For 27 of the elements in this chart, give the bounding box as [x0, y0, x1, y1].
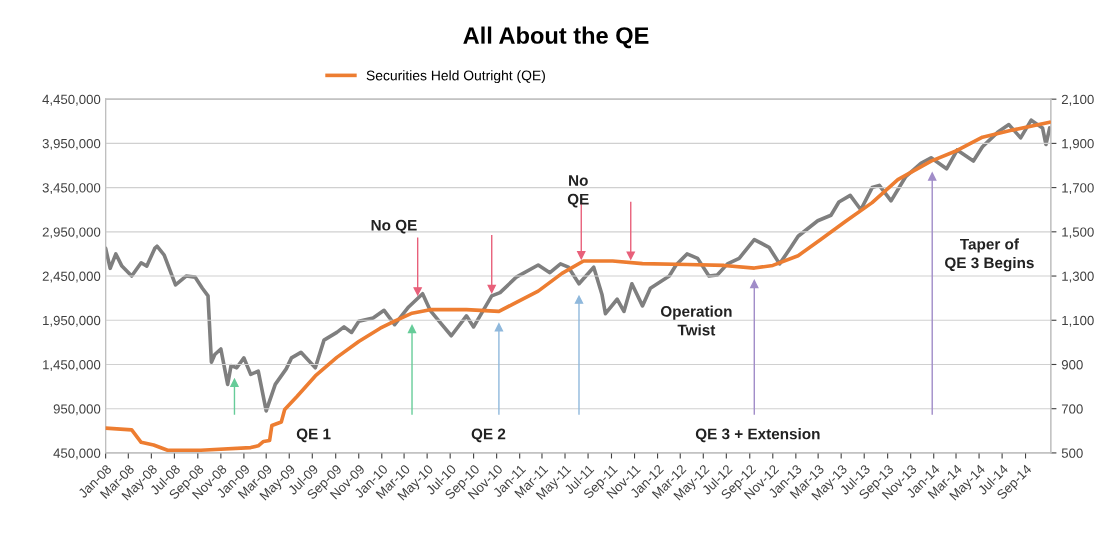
y2-tick-label: 1,500	[1062, 227, 1094, 239]
annotation: Operation Twist	[660, 305, 732, 336]
annotation: Taper of QE 3 Begins	[945, 238, 1034, 272]
annotation: QE 3 + Extension	[695, 428, 820, 443]
y-tick-label: 3,950,000	[42, 138, 101, 150]
chart-title: All About the QE	[463, 26, 649, 49]
y-tick-label: 3,450,000	[42, 183, 101, 195]
annotation: No QE	[371, 219, 417, 234]
y2-tick-label: 900	[1061, 360, 1083, 370]
y-tick-label: 450,000	[53, 448, 101, 460]
y-tick-label: 4,450,000	[42, 94, 101, 106]
y2-tick-label: 1,900	[1062, 138, 1094, 150]
y2-tick-label: 500	[1061, 448, 1083, 458]
y2-tick-label: 1,100	[1062, 315, 1094, 327]
y2-tick-label: 1,300	[1062, 271, 1094, 283]
y-tick-label: 1,450,000	[43, 360, 101, 371]
annotation: No QE	[567, 175, 589, 208]
y-tick-label: 950,000	[53, 404, 101, 416]
annotation: QE 1	[296, 428, 331, 443]
y2-tick-label: 2,100	[1061, 94, 1094, 106]
y2-tick-label: 1,700	[1062, 183, 1094, 195]
legend-label: Securities Held Outright (QE)	[366, 70, 545, 84]
y2-tick-label: 700	[1061, 404, 1083, 414]
annotation: QE 2	[471, 428, 506, 443]
y-tick-label: 2,450,000	[42, 271, 101, 283]
y-tick-label: 2,950,000	[42, 227, 101, 239]
y-tick-label: 1,950,000	[43, 315, 101, 327]
